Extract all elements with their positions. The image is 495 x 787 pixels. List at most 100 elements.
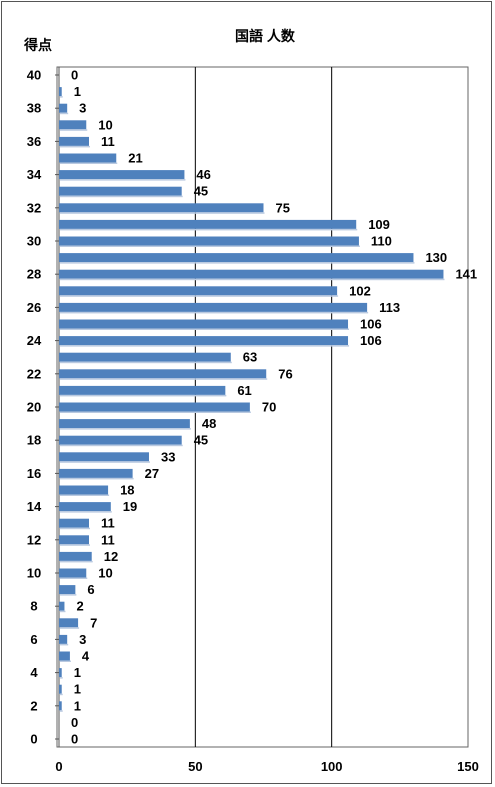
bar-shadow-26 [60,311,369,314]
data-label-4: 1 [74,665,81,680]
data-label-21: 61 [237,383,251,398]
bar-8 [59,601,65,611]
data-label-2: 1 [74,698,81,713]
bar-shadow-8 [60,610,66,613]
data-label-0: 0 [71,732,78,747]
data-label-24: 106 [360,333,382,348]
bar-shadow-25 [60,328,350,330]
data-label-1: 0 [71,715,78,730]
bar-39 [59,87,62,97]
bar-9 [59,585,76,595]
data-label-11: 12 [104,549,118,564]
data-label-8: 2 [76,599,83,614]
bar-shadow-6 [60,643,69,646]
bar-shadow-27 [60,295,339,297]
bar-32 [59,203,264,213]
bar-shadow-24 [60,345,350,347]
y-tick-label-36: 36 [27,134,41,149]
data-label-40: 0 [71,68,78,83]
data-label-38: 3 [79,101,86,116]
data-labels: 0131011214645751091101301411021131061066… [71,68,477,747]
bar-21 [59,385,226,395]
data-label-7: 7 [90,615,97,630]
x-tick-label-0: 0 [55,759,62,774]
data-label-29: 130 [425,250,447,265]
data-label-37: 10 [98,117,112,132]
bar-15 [59,485,109,495]
bar-shadow-10 [60,577,88,579]
bar-6 [59,634,68,644]
data-label-13: 11 [101,516,115,531]
data-label-35: 21 [128,151,142,166]
y-tick-label-6: 6 [30,632,37,647]
data-label-32: 75 [276,200,290,215]
bar-20 [59,402,250,412]
data-label-10: 10 [98,566,112,581]
y-tick-label-12: 12 [27,532,41,547]
bars [59,87,445,712]
bar-shadow-29 [60,262,415,264]
data-label-5: 4 [82,649,90,664]
y-tick-label-14: 14 [27,499,42,514]
bar-26 [59,302,368,312]
bar-11 [59,551,92,561]
bar-shadow-15 [60,494,110,496]
bar-shadow-14 [60,511,112,513]
y-axis-title: 得点 [23,37,52,53]
bar-29 [59,253,414,263]
bar-24 [59,336,349,346]
data-label-28: 141 [455,267,477,282]
bar-shadow-16 [60,477,134,480]
bar-3 [59,684,62,694]
data-label-33: 45 [194,184,208,199]
y-tick-label-22: 22 [27,366,41,381]
bar-shadow-9 [60,594,77,596]
bar-shadow-33 [60,195,183,198]
bar-5 [59,651,70,661]
bar-28 [59,269,444,279]
bar-shadow-32 [60,212,265,214]
y-tick-label-40: 40 [27,68,41,83]
bar-shadow-38 [60,112,69,115]
y-tick-label-2: 2 [30,698,37,713]
bar-34 [59,170,185,180]
data-label-39: 1 [74,84,81,99]
bar-shadow-5 [60,660,71,662]
y-tick-label-32: 32 [27,200,41,215]
bar-23 [59,352,231,362]
bar-17 [59,452,149,462]
data-label-26: 113 [379,300,400,315]
bar-30 [59,236,359,246]
y-tick-label-28: 28 [27,267,41,282]
bar-shadow-31 [60,228,358,231]
bar-33 [59,186,182,196]
y-tick-label-38: 38 [27,101,41,116]
bar-shadow-12 [60,544,90,546]
data-label-18: 45 [194,433,208,448]
x-tick-label-50: 50 [188,759,202,774]
y-tick-label-26: 26 [27,300,41,315]
bar-18 [59,435,182,445]
y-tick-label-34: 34 [27,167,42,182]
bar-4 [59,668,62,678]
bar-shadow-22 [60,378,268,380]
bar-31 [59,219,357,229]
bar-12 [59,535,89,545]
bar-shadow-2 [60,710,63,712]
data-label-25: 106 [360,317,382,332]
data-label-31: 109 [368,217,390,232]
bar-shadow-17 [60,461,150,463]
x-tick-label-100: 100 [321,759,343,774]
bar-13 [59,518,89,528]
bar-7 [59,618,79,628]
bar-2 [59,701,62,711]
y-tick-label-10: 10 [27,566,41,581]
data-label-17: 33 [161,449,175,464]
bar-shadow-30 [60,245,360,247]
bar-shadow-21 [60,394,227,397]
bar-shadow-7 [60,627,80,629]
data-label-34: 46 [196,167,210,182]
bar-25 [59,319,349,329]
